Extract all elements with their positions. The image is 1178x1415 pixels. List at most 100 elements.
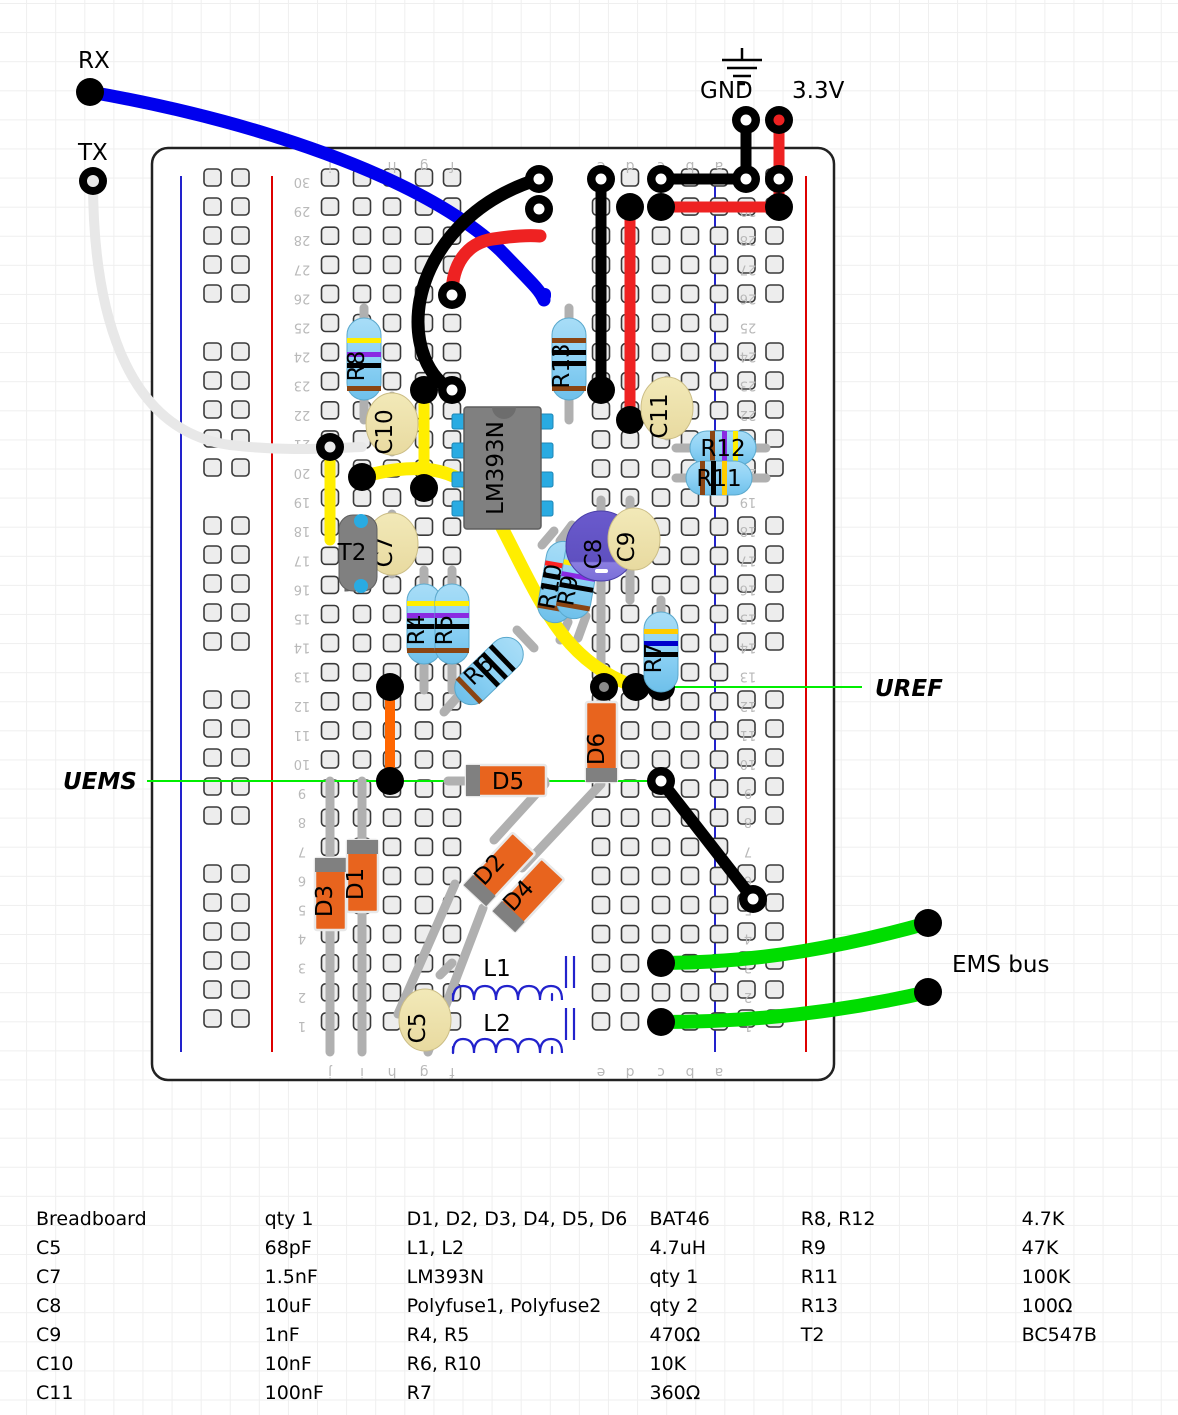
breadboard-hole[interactable] (620, 721, 640, 740)
breadboard-hole[interactable] (382, 342, 402, 362)
breadboard-hole[interactable] (382, 866, 402, 886)
breadboard-hole[interactable] (651, 575, 671, 595)
resistor-r8[interactable]: R8 (344, 317, 382, 401)
breadboard-hole[interactable] (651, 982, 671, 1002)
breadboard-hole[interactable] (591, 982, 611, 1002)
breadboard-hole[interactable] (414, 721, 434, 740)
breadboard-hole[interactable] (591, 895, 611, 915)
breadboard-hole[interactable] (442, 924, 462, 944)
breadboard-hole[interactable] (352, 750, 372, 769)
transistor-t2[interactable]: T2 (337, 514, 378, 593)
breadboard-hole[interactable] (651, 895, 671, 915)
breadboard-hole[interactable] (709, 371, 729, 391)
resistor-r7[interactable]: R7 (641, 611, 679, 693)
breadboard-hole[interactable] (709, 255, 729, 275)
resistor-r11[interactable]: R11 (685, 460, 753, 496)
diode-d1[interactable]: D1 (343, 838, 380, 914)
breadboard-hole[interactable] (709, 662, 729, 682)
breadboard-hole[interactable] (442, 313, 462, 333)
breadboard-hole[interactable] (320, 168, 340, 187)
breadboard-hole[interactable] (680, 691, 700, 711)
breadboard-hole[interactable] (320, 633, 340, 653)
breadboard-hole[interactable] (382, 371, 402, 391)
breadboard-hole[interactable] (382, 488, 402, 507)
breadboard-hole[interactable] (352, 488, 372, 507)
breadboard-hole[interactable] (680, 284, 700, 304)
capacitor-c9[interactable]: C9 (607, 507, 661, 571)
breadboard-hole[interactable] (382, 633, 402, 653)
breadboard-hole[interactable] (620, 982, 640, 1002)
breadboard-hole[interactable] (709, 313, 729, 333)
breadboard-hole[interactable] (442, 721, 462, 740)
breadboard-hole[interactable] (620, 750, 640, 769)
breadboard-hole[interactable] (320, 546, 340, 566)
breadboard-hole[interactable] (382, 284, 402, 304)
diode-d5[interactable]: D5 (464, 763, 548, 798)
breadboard-hole[interactable] (352, 662, 372, 682)
breadboard-hole[interactable] (709, 808, 729, 828)
breadboard-hole[interactable] (591, 1012, 611, 1031)
breadboard-hole[interactable] (709, 750, 729, 769)
breadboard-hole[interactable] (442, 546, 462, 566)
breadboard-hole[interactable] (382, 313, 402, 333)
breadboard-hole[interactable] (651, 284, 671, 304)
breadboard-hole[interactable] (382, 226, 402, 245)
breadboard-hole[interactable] (414, 808, 434, 828)
resistor-r5[interactable]: R5 (432, 583, 470, 665)
resistor-r13[interactable]: R13 (549, 317, 587, 401)
breadboard-hole[interactable] (709, 924, 729, 944)
breadboard-hole[interactable] (709, 691, 729, 711)
breadboard-hole[interactable] (680, 546, 700, 566)
capacitor-c5[interactable]: C5 (398, 988, 452, 1052)
breadboard-hole[interactable] (382, 255, 402, 275)
resistor-r12[interactable]: R12 (689, 430, 757, 466)
breadboard-hole[interactable] (320, 255, 340, 275)
breadboard-hole[interactable] (620, 459, 640, 478)
wire-rx-blue[interactable] (83, 85, 551, 307)
inductor-l2[interactable] (451, 1008, 576, 1055)
breadboard-hole[interactable] (320, 604, 340, 624)
breadboard-hole[interactable] (442, 342, 462, 362)
breadboard-hole[interactable] (680, 604, 700, 624)
breadboard-hole[interactable] (382, 197, 402, 216)
diode-d3[interactable]: D3 (312, 856, 348, 932)
breadboard-hole[interactable] (709, 517, 729, 537)
breadboard-hole[interactable] (709, 721, 729, 740)
breadboard-hole[interactable] (414, 226, 434, 245)
resistor-r4[interactable]: R4 (404, 583, 442, 665)
breadboard-hole[interactable] (709, 895, 729, 915)
breadboard-hole[interactable] (414, 168, 434, 187)
breadboard-hole[interactable] (320, 691, 340, 711)
wire-red-short[interactable] (445, 229, 547, 302)
breadboard-hole[interactable] (620, 1012, 640, 1031)
diode-d6[interactable]: D6 (584, 700, 619, 784)
breadboard-hole[interactable] (320, 371, 340, 391)
breadboard-hole[interactable] (352, 604, 372, 624)
breadboard-hole[interactable] (414, 866, 434, 886)
breadboard-hole[interactable] (680, 633, 700, 653)
ic-lm393n[interactable]: LM393N (451, 406, 554, 530)
breadboard-hole[interactable] (591, 430, 611, 449)
breadboard-hole[interactable] (442, 837, 462, 857)
breadboard-hole[interactable] (651, 837, 671, 857)
breadboard-hole[interactable] (414, 779, 434, 798)
breadboard-hole[interactable] (382, 895, 402, 915)
breadboard-hole[interactable] (320, 400, 340, 420)
breadboard-hole[interactable] (709, 546, 729, 566)
breadboard-hole[interactable] (414, 837, 434, 857)
breadboard-hole[interactable] (709, 633, 729, 653)
breadboard-hole[interactable] (680, 721, 700, 740)
breadboard-hole[interactable] (352, 284, 372, 304)
breadboard-hole[interactable] (680, 371, 700, 391)
breadboard-hole[interactable] (651, 924, 671, 944)
breadboard-hole[interactable] (680, 779, 700, 798)
breadboard-hole[interactable] (680, 662, 700, 682)
breadboard-hole[interactable] (651, 342, 671, 362)
breadboard-hole[interactable] (620, 837, 640, 857)
breadboard-hole[interactable] (651, 488, 671, 507)
breadboard-hole[interactable] (709, 284, 729, 304)
breadboard-hole[interactable] (591, 866, 611, 886)
wire-black-jumper-br[interactable] (655, 775, 759, 905)
breadboard-hole[interactable] (320, 575, 340, 595)
breadboard-hole[interactable] (442, 750, 462, 769)
